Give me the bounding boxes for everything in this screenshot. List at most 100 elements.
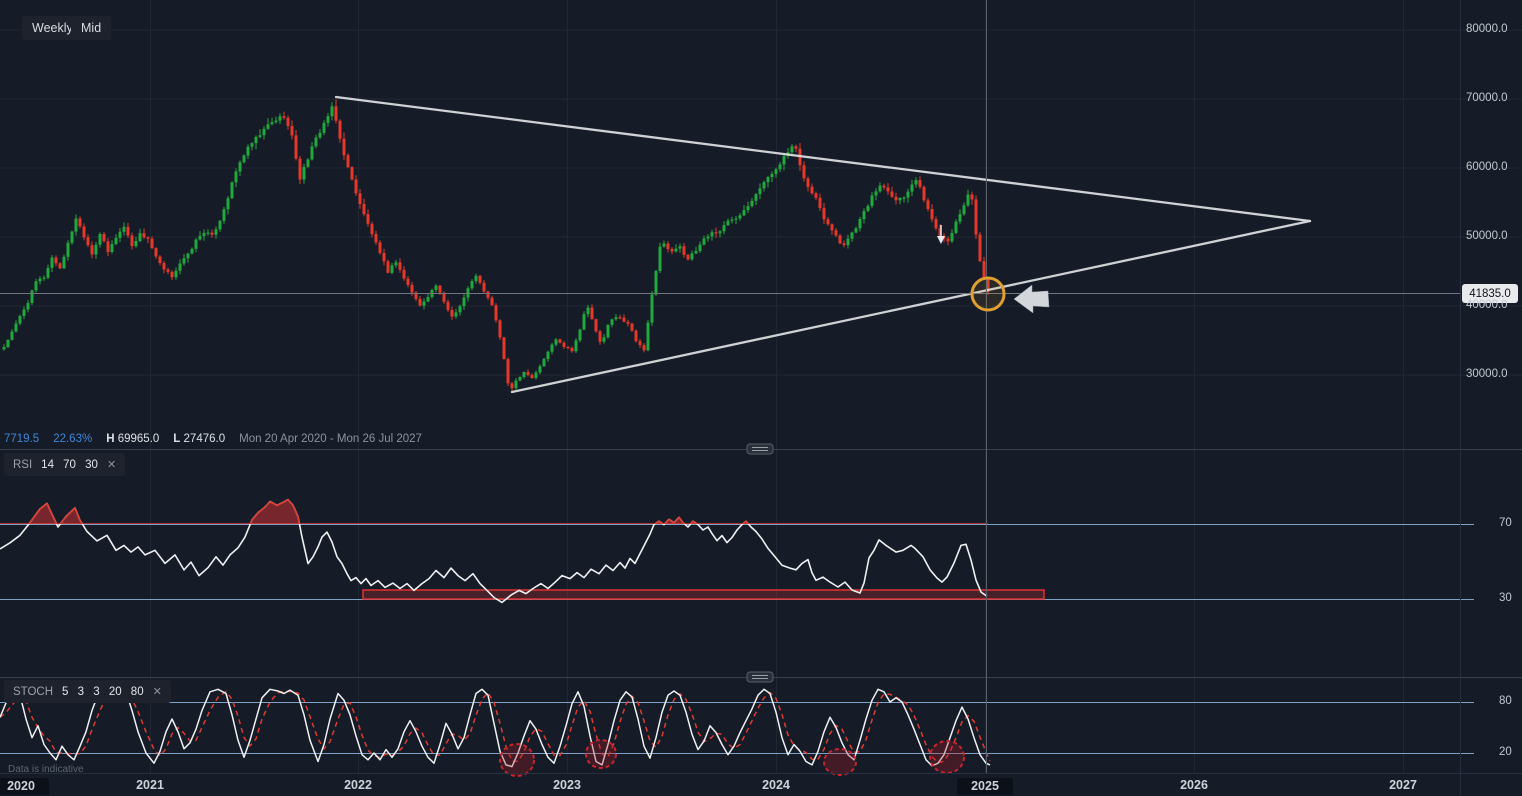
candle-body <box>290 125 294 136</box>
candle-body <box>142 233 146 238</box>
candle-body <box>214 229 218 235</box>
candle-body <box>46 267 50 278</box>
candle-body <box>574 340 578 352</box>
candle-body <box>486 291 490 298</box>
candle-body <box>678 246 682 249</box>
candle-body <box>318 132 322 138</box>
trendline-lower[interactable] <box>510 219 1312 394</box>
breakout-highlight-circle[interactable] <box>970 276 1006 312</box>
rsi-params-label: 14 70 30 <box>41 458 98 471</box>
candle-body <box>482 282 486 292</box>
stoch-close-icon[interactable]: ✕ <box>152 686 162 698</box>
ohlc-info-bar: 7719.5 22.63% H 69965.0 L 27476.0 Mon 20… <box>4 433 422 445</box>
candle-body <box>730 219 734 221</box>
candle-body <box>242 155 246 163</box>
price-type-button[interactable]: Mid <box>71 16 112 40</box>
candle-body <box>126 226 130 236</box>
candle-body <box>346 155 350 168</box>
rsi-close-icon[interactable]: ✕ <box>106 459 117 471</box>
candle-body <box>366 214 370 224</box>
candle-body <box>746 206 750 211</box>
rsi-oversold-band <box>362 589 1045 600</box>
candle-body <box>306 159 310 167</box>
candle-body <box>370 223 374 235</box>
candle-body <box>390 265 394 273</box>
candle-body <box>154 248 158 257</box>
candle-body <box>866 205 870 212</box>
candle-body <box>178 263 182 271</box>
candle-body <box>830 224 834 231</box>
trendline-upper[interactable] <box>334 95 1312 223</box>
year-axis-label: 2020 <box>0 778 49 795</box>
candle-body <box>558 339 562 343</box>
candle-body <box>626 321 630 324</box>
candle-body <box>130 235 134 247</box>
candle-body <box>26 302 30 310</box>
candle-body <box>690 253 694 260</box>
candle-body <box>446 301 450 310</box>
candle-body <box>238 162 242 172</box>
candle-body <box>114 237 118 245</box>
candle-body <box>102 233 106 242</box>
candle-body <box>258 135 262 137</box>
candle-body <box>710 232 714 237</box>
left-pointer-arrow-icon[interactable] <box>1013 284 1050 314</box>
candle-body <box>174 270 178 278</box>
candle-body <box>394 262 398 266</box>
price-tick-label: 40000.0 <box>1466 299 1508 311</box>
rsi-indicator-legend[interactable]: RSI 14 70 30 ✕ <box>4 453 126 476</box>
candle-body <box>802 165 806 179</box>
year-axis-label: 2026 <box>1180 778 1208 792</box>
candle-body <box>42 277 46 279</box>
candle-body <box>622 317 626 322</box>
candle-body <box>738 215 742 219</box>
candle-body <box>466 288 470 298</box>
candle-body <box>498 320 502 338</box>
candle-body <box>782 156 786 165</box>
candle-body <box>874 191 878 196</box>
candle-body <box>502 337 506 360</box>
candle-body <box>138 233 142 242</box>
candle-body <box>906 191 910 198</box>
candle-body <box>150 238 154 249</box>
candle-body <box>282 116 286 118</box>
candle-body <box>418 298 422 306</box>
candle-body <box>386 261 390 273</box>
candle-body <box>886 187 890 192</box>
candle-body <box>870 195 874 206</box>
candle-body <box>86 237 90 246</box>
candle-body <box>198 235 202 240</box>
candle-body <box>54 257 58 264</box>
candle-body <box>770 173 774 178</box>
candle-body <box>490 297 494 306</box>
pane-resize-handle[interactable] <box>746 671 774 683</box>
candle-body <box>494 305 498 321</box>
candle-body <box>478 275 482 283</box>
stoch-indicator-legend[interactable]: STOCH 5 3 3 20 80 ✕ <box>4 680 171 703</box>
candle-body <box>582 314 586 330</box>
candle-body <box>698 244 702 251</box>
stoch-oversold-circle <box>823 748 857 776</box>
stoch-oversold-circle <box>499 743 535 777</box>
candle-body <box>818 197 822 209</box>
candle-body <box>58 263 62 269</box>
low-value: 27476.0 <box>183 433 226 445</box>
candle-body <box>50 257 54 268</box>
candle-body <box>526 372 530 375</box>
candle-body <box>194 239 198 249</box>
change-percent-value: 22.63% <box>53 433 93 445</box>
candle-body <box>314 137 318 147</box>
candle-body <box>766 177 770 183</box>
year-axis-label: 2023 <box>553 778 581 792</box>
candle-body <box>94 244 98 255</box>
data-indicative-note: Data is indicative <box>8 764 84 775</box>
stoch-d-line <box>0 690 991 764</box>
candle-body <box>250 143 254 147</box>
candle-body <box>162 263 166 270</box>
candle-body <box>718 231 722 234</box>
candle-body <box>310 146 314 160</box>
candle-body <box>122 226 126 232</box>
pane-resize-handle[interactable] <box>746 443 774 455</box>
